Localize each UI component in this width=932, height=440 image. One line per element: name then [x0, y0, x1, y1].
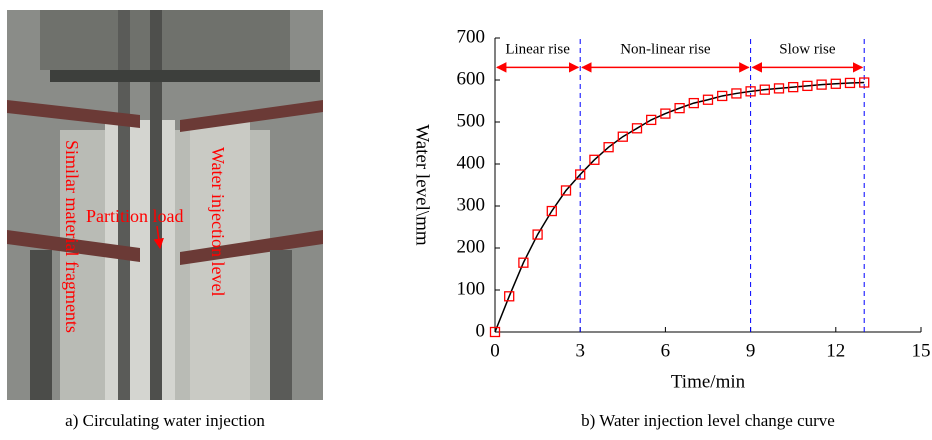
y-tick-label: 100	[457, 278, 486, 299]
marker	[844, 77, 856, 89]
x-tick-label: 6	[661, 340, 671, 361]
marker	[802, 80, 813, 92]
marker	[489, 326, 501, 338]
y-tick-label: 0	[476, 320, 486, 341]
marker	[717, 90, 728, 102]
marker	[731, 88, 742, 99]
caption: b) Water injection level change curve	[581, 411, 835, 430]
y-tick-label: 700	[457, 26, 486, 47]
phase-label: Linear rise	[505, 41, 570, 57]
marker	[859, 77, 870, 88]
y-tick-label: 500	[457, 110, 486, 131]
x-tick-label: 12	[826, 340, 845, 361]
photo-label: Water injection level	[208, 147, 228, 296]
photo-label: Similar material fragments	[62, 140, 82, 333]
marker	[504, 291, 515, 302]
y-tick-label: 300	[457, 194, 486, 215]
curve	[494, 81, 865, 333]
caption: a) Circulating water injection	[65, 411, 265, 430]
marker	[617, 131, 628, 142]
marker	[518, 257, 529, 268]
x-axis-label: Time/min	[671, 371, 746, 392]
marker	[660, 108, 671, 119]
y-tick-label: 600	[457, 68, 486, 89]
y-tick-label: 400	[457, 152, 486, 173]
y-axis-label: Water level\mm	[412, 124, 433, 246]
marker	[830, 78, 841, 89]
marker	[788, 81, 799, 93]
x-tick-label: 3	[575, 340, 585, 361]
marker	[773, 83, 785, 94]
marker	[674, 102, 685, 114]
marker	[688, 97, 699, 109]
y-tick-label: 200	[457, 236, 486, 257]
x-tick-label: 0	[490, 340, 500, 361]
marker	[631, 123, 643, 134]
marker	[745, 86, 756, 97]
marker	[646, 114, 657, 126]
marker	[589, 154, 600, 165]
marker	[816, 79, 827, 90]
marker	[546, 205, 557, 217]
photo-label: Partition load	[86, 206, 184, 226]
photo: Similar material fragments Partition loa…	[7, 10, 323, 400]
marker	[532, 229, 543, 240]
x-tick-label: 15	[912, 340, 931, 361]
marker	[702, 94, 714, 105]
marker	[560, 185, 572, 196]
marker	[603, 142, 614, 153]
marker	[759, 84, 770, 95]
phase-label: Slow rise	[779, 41, 836, 57]
marker	[575, 169, 586, 180]
phase-label: Non-linear rise	[620, 41, 711, 57]
x-tick-label: 9	[746, 340, 756, 361]
